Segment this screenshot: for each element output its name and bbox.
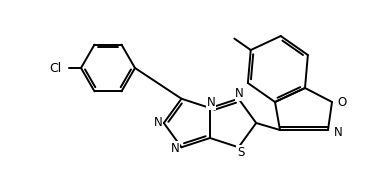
Text: N: N	[207, 97, 216, 109]
Text: N: N	[154, 117, 162, 129]
Text: N: N	[334, 126, 342, 138]
Text: N: N	[171, 142, 180, 155]
Text: Cl: Cl	[49, 61, 61, 74]
Text: O: O	[337, 95, 347, 108]
Text: S: S	[237, 146, 244, 159]
Text: N: N	[235, 87, 244, 100]
